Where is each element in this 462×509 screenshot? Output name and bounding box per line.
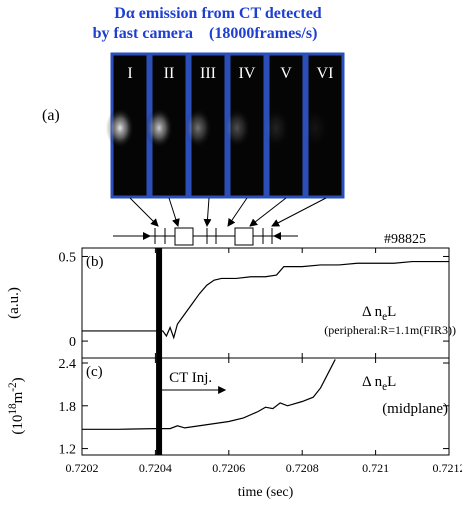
event-marker	[156, 248, 163, 455]
subscript: e	[382, 311, 387, 323]
emission-glow	[223, 108, 251, 148]
emission-glow	[145, 108, 173, 148]
y-tick-label: 0	[69, 335, 76, 350]
x-tick-label: 0.7212	[433, 461, 462, 475]
annotation: (peripheral:R=1.1m(FIR3))	[324, 323, 456, 337]
title-line: by fast camera (18000frames/s)	[93, 25, 318, 42]
shot-number: #98825	[384, 232, 426, 247]
plot-frame	[81, 247, 450, 359]
text-part: L	[387, 304, 396, 320]
frame-label: V	[280, 65, 292, 82]
annotation: Δ ne​L	[362, 374, 396, 393]
text-part: L	[387, 374, 396, 390]
panel-label: (c)	[86, 364, 103, 380]
emission-glow	[184, 108, 212, 148]
text-part: (a.u.)	[6, 287, 22, 319]
superscript: -2	[7, 382, 19, 391]
frame-label: IV	[239, 65, 256, 82]
text-part: )	[10, 377, 26, 382]
text-part: (midplane)	[382, 401, 448, 417]
y-axis-label: (a.u.)	[6, 287, 22, 319]
x-tick-label: 0.7202	[66, 461, 99, 475]
text-part: m	[10, 391, 26, 403]
annotation: (midplane)	[382, 401, 448, 417]
emission-glow	[106, 108, 134, 148]
panel-label: (a)	[42, 107, 60, 124]
data-line	[82, 260, 449, 340]
x-tick-label: 0.721	[362, 461, 389, 475]
emission-glow	[262, 108, 290, 148]
x-tick-label: 0.7206	[212, 461, 245, 475]
panel-label: (b)	[86, 254, 104, 270]
plot-frame	[81, 357, 450, 456]
text-part: (peripheral:R=1.1m(FIR3))	[324, 323, 456, 337]
x-tick-label: 0.7208	[286, 461, 319, 475]
y-tick-label: 1.8	[59, 400, 77, 415]
event-label: CT Inj.	[169, 370, 212, 386]
y-axis-label: (1018​m-2​)	[7, 377, 26, 434]
annotation: Δ ne​L	[362, 304, 396, 323]
frame-label: I	[127, 65, 132, 82]
camera-frames: I II III IV V VI	[106, 52, 345, 199]
superscript: 18	[7, 403, 19, 415]
frame-timing	[113, 197, 327, 246]
x-axis-label: time (sec)	[238, 485, 294, 500]
frame-label: VI	[317, 65, 334, 82]
y-tick-label: 2.4	[59, 357, 77, 372]
title-line: Dα emission from CT detected	[114, 5, 322, 22]
subscript: e	[382, 381, 387, 393]
y-tick-label: 0.5	[59, 250, 77, 265]
text-part: Δ n	[362, 304, 383, 320]
y-tick-label: 1.2	[59, 443, 77, 458]
frame-label: III	[200, 65, 216, 82]
text-part: (10	[10, 415, 26, 435]
text-part: Δ n	[362, 374, 383, 390]
x-tick-label: 0.7204	[139, 461, 172, 475]
data-line	[82, 359, 336, 430]
frame-label: II	[164, 65, 175, 82]
emission-glow	[301, 108, 329, 148]
